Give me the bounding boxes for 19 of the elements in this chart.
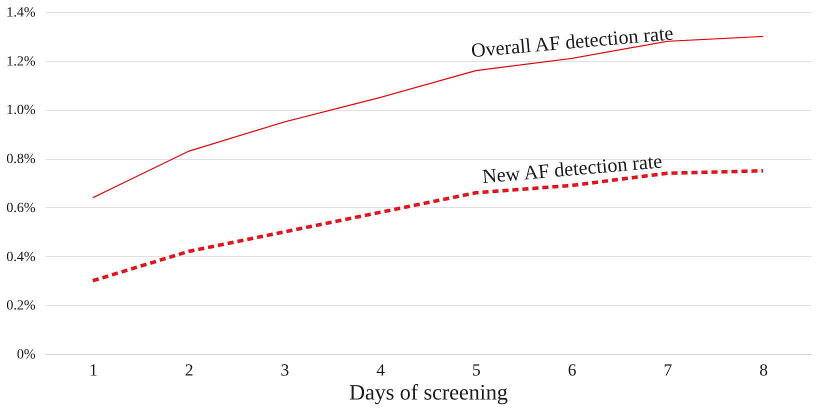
y-tick-label: 1.0% [6, 103, 36, 118]
x-tick-label: 7 [664, 360, 673, 380]
x-axis-title: Days of screening [349, 380, 508, 404]
y-tick-label: 0.6% [6, 200, 36, 216]
x-tick-label: 1 [89, 360, 98, 380]
series-label: New AF detection rate [481, 150, 664, 188]
y-tick-label: 1.4% [6, 6, 36, 20]
y-tick-label: 0.4% [6, 250, 36, 265]
y-tick-label: 0.2% [6, 298, 36, 314]
x-tick-label: 4 [376, 360, 386, 380]
y-tick-label: 1.2% [6, 54, 36, 70]
series-label: Overall AF detection rate [470, 22, 674, 62]
x-tick-label: 5 [472, 360, 481, 380]
x-tick-label: 6 [568, 360, 576, 380]
y-tick-label: 0.8% [6, 152, 36, 168]
y-tick-label: 0% [16, 348, 36, 362]
x-tick-label: 3 [280, 360, 290, 380]
x-tick-label: 8 [759, 360, 768, 380]
x-tick-label: 2 [184, 360, 194, 380]
